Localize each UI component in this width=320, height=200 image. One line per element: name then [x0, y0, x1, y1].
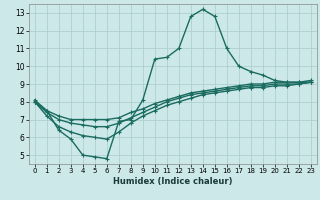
X-axis label: Humidex (Indice chaleur): Humidex (Indice chaleur) [113, 177, 233, 186]
